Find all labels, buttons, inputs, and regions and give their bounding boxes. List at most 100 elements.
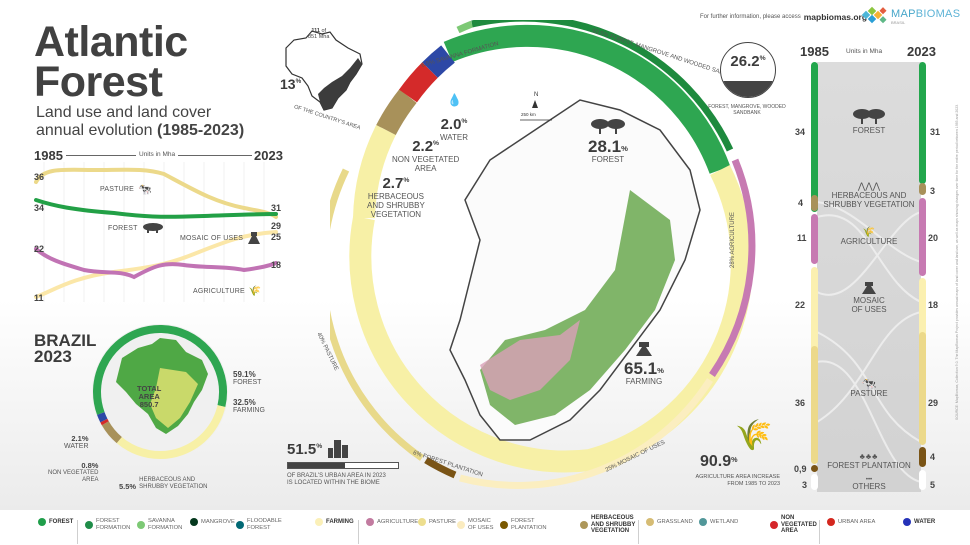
legend-mangrove: MANGROVE xyxy=(190,518,235,526)
plantation-trees-icon: ♣♣♣ xyxy=(859,452,879,461)
farming-icon xyxy=(635,342,652,356)
brazil-herb-label-2: SHRUBBY VEGETATION xyxy=(139,484,208,490)
agri-increase-caption-1: AGRICULTURE AREA INCREASE xyxy=(695,474,780,480)
water-stat: 💧 xyxy=(447,93,462,107)
brazil-farming-label: FARMING xyxy=(233,407,265,414)
sankey-left-others-value: 3 xyxy=(802,480,808,490)
agri-increase-value: 90.9% xyxy=(700,453,738,471)
grassland-dot-icon xyxy=(646,518,654,526)
ring-herb-stat: 2.7% HERBACEOUS AND SHRUBBY VEGETATION xyxy=(367,175,425,219)
ring-herb-unit: % xyxy=(403,177,410,184)
line-units: Units in Mha xyxy=(136,151,179,158)
brazil-nonveg-stat: 0.8% NON VEGETATED AREA xyxy=(48,461,98,484)
plantation-dot-icon xyxy=(500,520,508,529)
urban-unit: % xyxy=(316,443,323,450)
logo-wordmark: MAPBIOMAS BRASIL xyxy=(891,8,960,25)
brazil-water-pct: 2.1% xyxy=(71,434,89,443)
legend-grassland-text: GRASSLAND xyxy=(657,518,693,525)
sankey-right-plantation[interactable] xyxy=(919,447,926,467)
sankey-left-forest[interactable] xyxy=(811,62,818,212)
ring-farming-pct: 65.1 xyxy=(624,359,658,378)
sankey-left-herb[interactable] xyxy=(811,195,818,211)
ring-herb-label-2: AND SHRUBBY xyxy=(367,201,425,210)
badge-fill xyxy=(721,81,775,97)
mapbiomas-logo[interactable]: MAPBIOMAS BRASIL xyxy=(862,6,960,26)
mosaic-line-label: MOSAIC OF USES xyxy=(180,232,261,244)
mangrove-dot-icon xyxy=(190,518,198,526)
agriculture-line xyxy=(34,247,278,280)
sankey-plantation-label: ♣♣♣ FOREST PLANTATION xyxy=(821,452,917,470)
sankey-agri-text: AGRICULTURE xyxy=(840,237,898,246)
sankey-left-agri[interactable] xyxy=(811,214,818,264)
nonveg-dot-icon xyxy=(770,520,778,529)
urban-stat: 51.5% xyxy=(287,440,350,458)
legend-divider xyxy=(819,520,820,544)
brazil-nonveg-label-2: AREA xyxy=(82,477,99,483)
legend-urban: URBAN AREA xyxy=(827,518,875,526)
legend-herb-text: HERBACEOUS AND SHRUBBY VEGETATION xyxy=(591,515,635,535)
sankey-left-pasture[interactable] xyxy=(811,346,818,464)
sankey-right-mosaic[interactable] xyxy=(919,278,926,348)
farm-road-icon xyxy=(862,282,876,294)
area-text: 111 of 851 Mha xyxy=(308,28,329,40)
sankey-right-forest[interactable] xyxy=(919,62,926,184)
sankey-left-others[interactable] xyxy=(811,474,818,490)
wheat-large-icon: 🌾 xyxy=(735,419,773,452)
forest-line xyxy=(34,198,278,219)
subtitle-line-1: Land use and land cover xyxy=(36,104,212,121)
tree-icon xyxy=(142,223,163,233)
badge-value: 26.2 xyxy=(730,53,760,70)
sankey-left-agri-value: 11 xyxy=(797,233,807,243)
pasture-label: PASTURE xyxy=(100,186,134,193)
total-value: 850.7 xyxy=(139,400,159,409)
forest-end-value: 31 xyxy=(271,203,282,213)
sankey-agri-label: 🌾 AGRICULTURE xyxy=(821,227,917,247)
forest-trees-icon xyxy=(853,109,885,124)
sankey-left-mosaic[interactable] xyxy=(811,267,818,363)
ring-nonveg-label-1: NON VEGETATED xyxy=(392,155,460,164)
mosaic-label: MOSAIC OF USES xyxy=(180,234,244,242)
ring-water-unit: % xyxy=(461,118,468,125)
sankey-pasture-text: PASTURE xyxy=(850,389,888,398)
grass-icon: ⋀⋀⋀ xyxy=(857,181,881,191)
sankey-year-start: 1985 xyxy=(800,44,829,59)
legend-bar: FOREST FOREST FORMATION SAVANNA FORMATION … xyxy=(0,510,970,545)
sankey-flows xyxy=(817,62,921,492)
sankey-right-agri-value: 20 xyxy=(928,233,939,243)
ring-nonveg-pct: 2.2 xyxy=(412,138,434,155)
sankey-right-herb[interactable] xyxy=(919,183,926,195)
agri-increase-caption-2: FROM 1985 TO 2023 xyxy=(727,481,780,487)
lfl-2: FOREST xyxy=(247,524,271,531)
brazil-title-1: BRAZIL xyxy=(34,331,97,350)
brazil-herb-label-1: HERBACEOUS AND xyxy=(139,477,196,483)
sankey-right-pasture[interactable] xyxy=(919,332,926,445)
mapbiomas-link[interactable]: mapbiomas.org xyxy=(803,12,868,22)
wheat-icon: 🌾 xyxy=(862,227,876,238)
lh-3: VEGETATION xyxy=(591,528,630,534)
ring-herb-pct: 2.7 xyxy=(382,175,404,192)
ellipsis-icon: ••• xyxy=(865,477,873,483)
brazil-water-label: WATER xyxy=(64,443,89,450)
sankey-right-agri[interactable] xyxy=(919,198,926,276)
ring-nonveg-unit: % xyxy=(433,140,440,147)
ring-nonveg-stat: 2.2% NON VEGETATED AREA xyxy=(392,138,459,173)
legend-forest-text: FOREST xyxy=(49,518,74,525)
legend-forest-formation: FOREST FORMATION xyxy=(85,518,130,531)
svg-text:N: N xyxy=(534,92,538,98)
forest-dot-icon xyxy=(38,518,46,526)
legend-pasture-text: PASTURE xyxy=(429,518,456,525)
farming-dot-icon xyxy=(315,518,323,526)
logo-map: MAP xyxy=(891,7,916,20)
brazil-title-2: 2023 xyxy=(34,347,72,366)
title-line-1: Atlantic xyxy=(34,18,188,66)
ring-forest-stat: 28.1% FOREST xyxy=(588,118,628,164)
mapbiomas-logo-icon xyxy=(862,6,887,24)
sankey-units: Units in Mha xyxy=(846,48,883,55)
sankey-right-others[interactable] xyxy=(919,470,926,490)
line-year-end: 2023 xyxy=(254,148,283,163)
total-line-2: AREA xyxy=(138,392,160,401)
sankey-left-plantation[interactable] xyxy=(811,465,818,472)
ln-2: VEGETATED xyxy=(781,521,817,528)
legend-floodable: FLOODABLE FOREST xyxy=(236,518,282,531)
legend-forest-formation-text: FOREST FORMATION xyxy=(96,518,130,531)
